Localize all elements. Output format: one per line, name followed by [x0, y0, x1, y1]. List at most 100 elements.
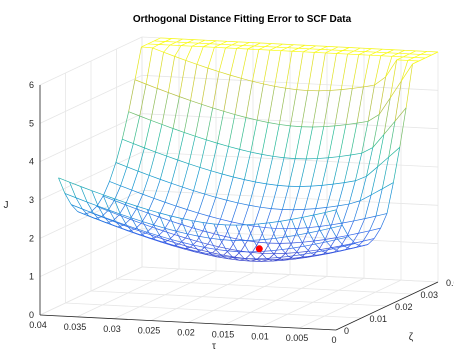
- mesh-line-tau: [246, 224, 254, 241]
- mesh-line-zeta: [309, 48, 321, 50]
- mesh-line-zeta: [220, 43, 232, 46]
- mesh-line-zeta: [166, 242, 178, 247]
- mesh-line-zeta: [336, 235, 348, 238]
- mesh-line-tau: [147, 198, 155, 214]
- mesh-line-zeta: [223, 254, 235, 258]
- mesh-line-zeta: [64, 193, 77, 199]
- mesh-line-tau: [286, 236, 294, 249]
- mesh-line-tau: [329, 237, 337, 249]
- mesh-line-tau: [320, 46, 328, 50]
- mesh-line-zeta: [145, 232, 158, 238]
- z-tick-label: 0: [29, 310, 34, 320]
- mesh-line-zeta: [331, 225, 343, 229]
- mesh-line-tau: [176, 38, 183, 43]
- mesh-line-tau: [396, 56, 404, 61]
- mesh-line-tau: [169, 41, 177, 46]
- mesh-line-zeta: [377, 156, 389, 168]
- mesh-line-zeta: [184, 132, 196, 137]
- mesh-line-tau: [370, 166, 378, 195]
- mesh-line-tau: [126, 143, 134, 167]
- mesh-line-zeta: [214, 46, 226, 49]
- mesh-line-zeta: [225, 236, 237, 240]
- mesh-line-zeta: [141, 46, 153, 49]
- mesh-line-zeta: [236, 48, 248, 50]
- mesh-line-zeta: [252, 80, 264, 85]
- mesh-line-tau: [414, 54, 421, 58]
- mesh-line-zeta: [298, 227, 310, 229]
- mesh-line-zeta: [297, 232, 310, 236]
- mesh-line-zeta: [195, 135, 207, 141]
- mesh-line-tau: [324, 224, 332, 240]
- mesh-line-zeta: [254, 45, 266, 47]
- mesh-line-tau: [236, 45, 244, 49]
- mesh-line-tau: [308, 208, 317, 228]
- mesh-line-zeta: [376, 51, 388, 54]
- mesh-line-zeta: [304, 44, 316, 47]
- mesh-line-zeta: [347, 53, 359, 55]
- mesh-line-zeta: [269, 220, 281, 224]
- mesh-line-tau: [253, 42, 261, 47]
- mesh-line-zeta: [226, 250, 238, 252]
- mesh-line-zeta: [291, 216, 303, 220]
- mesh-line-zeta: [341, 88, 353, 91]
- mesh-line-zeta: [225, 47, 237, 49]
- mesh-line-tau: [242, 42, 250, 46]
- x-tick-label: 0.02: [177, 328, 195, 338]
- mesh-line-tau: [245, 81, 253, 118]
- mesh-line-tau: [290, 89, 298, 126]
- mesh-line-tau: [267, 86, 275, 123]
- mesh-line-tau: [266, 156, 274, 184]
- mesh-line-tau: [299, 158, 307, 187]
- mesh-line-tau: [128, 79, 136, 112]
- mesh-line-zeta: [165, 41, 177, 43]
- mesh-line-tau: [156, 230, 164, 238]
- mesh-line-zeta: [129, 218, 142, 224]
- mesh-line-tau: [380, 52, 388, 57]
- mesh-line-zeta: [269, 49, 281, 52]
- mesh-line-tau: [369, 216, 377, 231]
- mesh-line-zeta: [131, 189, 143, 195]
- mesh-line-tau: [431, 51, 439, 56]
- mesh-line-tau: [183, 100, 191, 133]
- mesh-line-zeta: [150, 119, 163, 125]
- mesh-line-tau: [405, 63, 413, 108]
- mesh-line-zeta: [285, 252, 297, 254]
- mesh-line-zeta: [176, 41, 188, 43]
- mesh-line-zeta: [315, 241, 327, 245]
- mesh-line-zeta: [174, 234, 186, 239]
- mesh-line-zeta: [223, 111, 235, 115]
- mesh-line-zeta: [329, 245, 342, 249]
- mesh-line-zeta: [75, 197, 88, 203]
- mesh-line-zeta: [120, 185, 132, 191]
- mesh-line-zeta: [198, 212, 210, 217]
- mesh-line-zeta: [342, 50, 354, 52]
- mesh-line-zeta: [98, 205, 110, 211]
- mesh-line-zeta: [113, 198, 126, 203]
- mesh-line-zeta: [266, 257, 278, 259]
- mesh-line-zeta: [204, 39, 217, 42]
- mesh-line-zeta: [193, 244, 205, 248]
- mesh-line-tau: [109, 162, 117, 182]
- mesh-line-zeta: [302, 214, 314, 218]
- mesh-line-tau: [83, 212, 91, 215]
- mesh-line-zeta: [137, 228, 150, 234]
- mesh-line-zeta: [328, 250, 340, 254]
- mesh-line-tau: [336, 50, 343, 54]
- mesh-line-zeta: [152, 226, 164, 232]
- mesh-line-tau: [152, 44, 160, 49]
- mesh-line-tau: [309, 45, 317, 50]
- mesh-line-zeta: [164, 227, 176, 232]
- mesh-line-zeta: [188, 248, 200, 253]
- mesh-line-zeta: [88, 215, 100, 221]
- mesh-line-tau: [296, 242, 304, 253]
- mesh-line-zeta: [337, 236, 349, 240]
- mesh-line-zeta: [304, 243, 316, 247]
- y-axis-label: ζ: [409, 332, 414, 343]
- mesh-line-zeta: [249, 204, 261, 208]
- mesh-line-tau: [319, 230, 327, 242]
- mesh-line-zeta: [296, 89, 308, 91]
- mesh-line-tau: [159, 235, 167, 244]
- mesh-line-zeta: [104, 217, 116, 222]
- mesh-line-zeta: [315, 45, 328, 47]
- mesh-line-tau: [269, 222, 277, 239]
